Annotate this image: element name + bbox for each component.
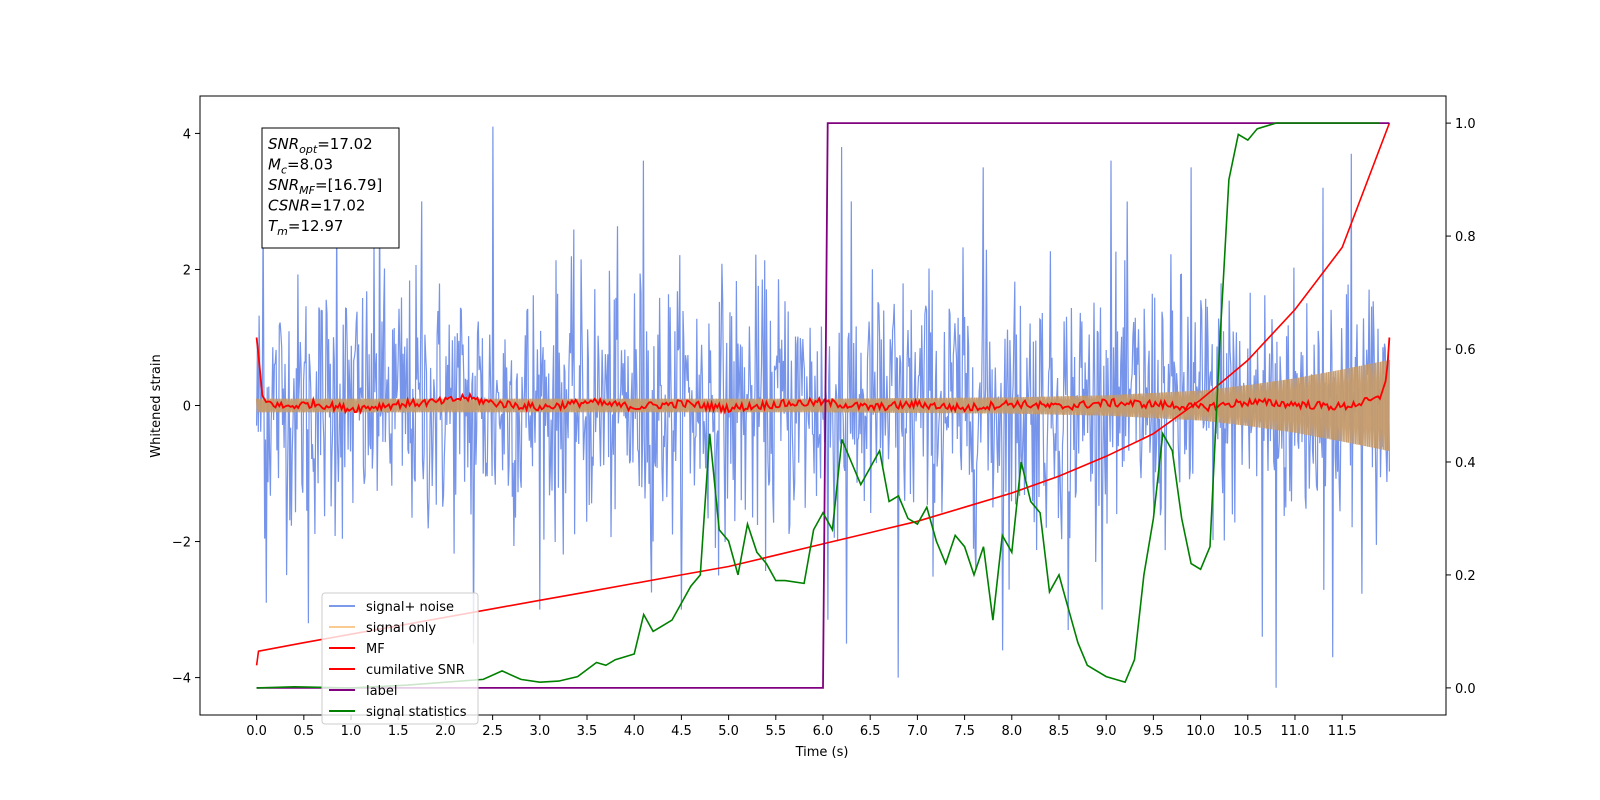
y-tick-label-left: 4: [183, 127, 191, 142]
x-axis: 0.0 0.5 1.0 1.5 2.0 2.5 3.0 3.5 4.0 4.5 5.0 5.5 6.0 6…: [246, 715, 1357, 739]
y-tick-label-left: −4: [172, 672, 191, 687]
x-tick-label: 0.5: [293, 724, 314, 739]
annotation-name: SNR: [268, 135, 299, 153]
y-tick-label-left: 0: [183, 400, 191, 415]
annotation-line: SNRopt=17.02: [268, 135, 373, 156]
legend: signal+ noise signal only MF cumilative SNR…: [321, 592, 479, 725]
x-tick-label: 10.5: [1233, 724, 1262, 739]
mf-line: [255, 337, 1391, 415]
x-tick-label: 8.0: [1001, 724, 1022, 739]
annotation-subscript: opt: [299, 143, 318, 156]
legend-label: label: [366, 684, 397, 699]
annotation-line: Tm=12.97: [268, 217, 343, 238]
annotation-value: =8.03: [287, 156, 333, 174]
annotation-subscript: c: [281, 164, 287, 177]
annotation-name: CSNR: [268, 197, 310, 215]
x-tick-label: 2.5: [482, 724, 503, 739]
annotation-line: Mc=8.03: [268, 156, 333, 177]
x-tick-label: 1.0: [341, 724, 362, 739]
annotation-line: SNRMF=[16.79]: [268, 176, 382, 197]
x-tick-label: 5.0: [718, 724, 739, 739]
label-line: [256, 122, 1390, 689]
legend-label: MF: [366, 642, 385, 657]
x-tick-label: 0.0: [246, 724, 267, 739]
x-tick-label: 7.0: [907, 724, 928, 739]
y-axis-right: 1.0 0.8 0.6 0.4 0.2 0.0: [1446, 117, 1476, 697]
y-tick-label-right: 0.6: [1455, 343, 1476, 358]
x-tick-label: 9.0: [1096, 724, 1117, 739]
x-tick-label: 2.0: [435, 724, 456, 739]
legend-frame: [321, 592, 479, 725]
x-tick-label: 1.5: [388, 724, 409, 739]
annotation-value: =17.02: [310, 197, 366, 215]
y-axis-left: 4 2 0 −2 −4: [172, 127, 200, 687]
x-tick-label: 11.0: [1280, 724, 1309, 739]
legend-label: signal only: [366, 621, 436, 636]
annotation-frame: [261, 127, 400, 249]
annotation-subscript: MF: [299, 184, 315, 197]
x-tick-label: 5.5: [765, 724, 786, 739]
signal-statistics-line: [256, 122, 1380, 689]
annotation-value: =12.97: [288, 217, 344, 235]
y-tick-label-right: 0.0: [1455, 682, 1476, 697]
legend-label: signal+ noise: [366, 600, 454, 615]
y-tick-label-right: 0.2: [1455, 569, 1476, 584]
annotation-value: =17.02: [317, 135, 373, 153]
annotation-box: SNRopt=17.02Mc=8.03SNRMF=[16.79]CSNR=17.…: [261, 127, 400, 249]
y-axis-title: Whitened strain: [149, 354, 164, 457]
x-tick-label: 4.0: [624, 724, 645, 739]
x-tick-label: 11.5: [1328, 724, 1357, 739]
x-axis-title: Time (s): [795, 745, 849, 760]
annotation-name: SNR: [268, 176, 299, 194]
y-tick-label-left: 2: [183, 263, 191, 278]
signal-only-line: [255, 359, 1391, 451]
x-tick-label: 6.0: [813, 724, 834, 739]
x-tick-label: 3.5: [577, 724, 598, 739]
x-tick-label: 3.0: [529, 724, 550, 739]
annotation-value: =[16.79]: [315, 176, 382, 194]
y-tick-label-left: −2: [172, 536, 191, 551]
x-tick-label: 4.5: [671, 724, 692, 739]
x-tick-label: 9.5: [1143, 724, 1164, 739]
annotation-name: M: [268, 156, 281, 174]
y-tick-label-right: 0.8: [1455, 230, 1476, 245]
x-tick-label: 6.5: [860, 724, 881, 739]
legend-label: signal statistics: [366, 705, 467, 720]
x-tick-label: 7.5: [954, 724, 975, 739]
x-tick-label: 10.0: [1186, 724, 1215, 739]
annotation-subscript: m: [277, 225, 288, 238]
annotation-line: CSNR=17.02: [268, 197, 365, 215]
y-tick-label-right: 0.4: [1455, 456, 1476, 471]
legend-label: cumilative SNR: [366, 663, 465, 678]
x-tick-label: 8.5: [1049, 724, 1070, 739]
annotation-name: T: [268, 217, 279, 235]
y-tick-label-right: 1.0: [1455, 117, 1476, 132]
